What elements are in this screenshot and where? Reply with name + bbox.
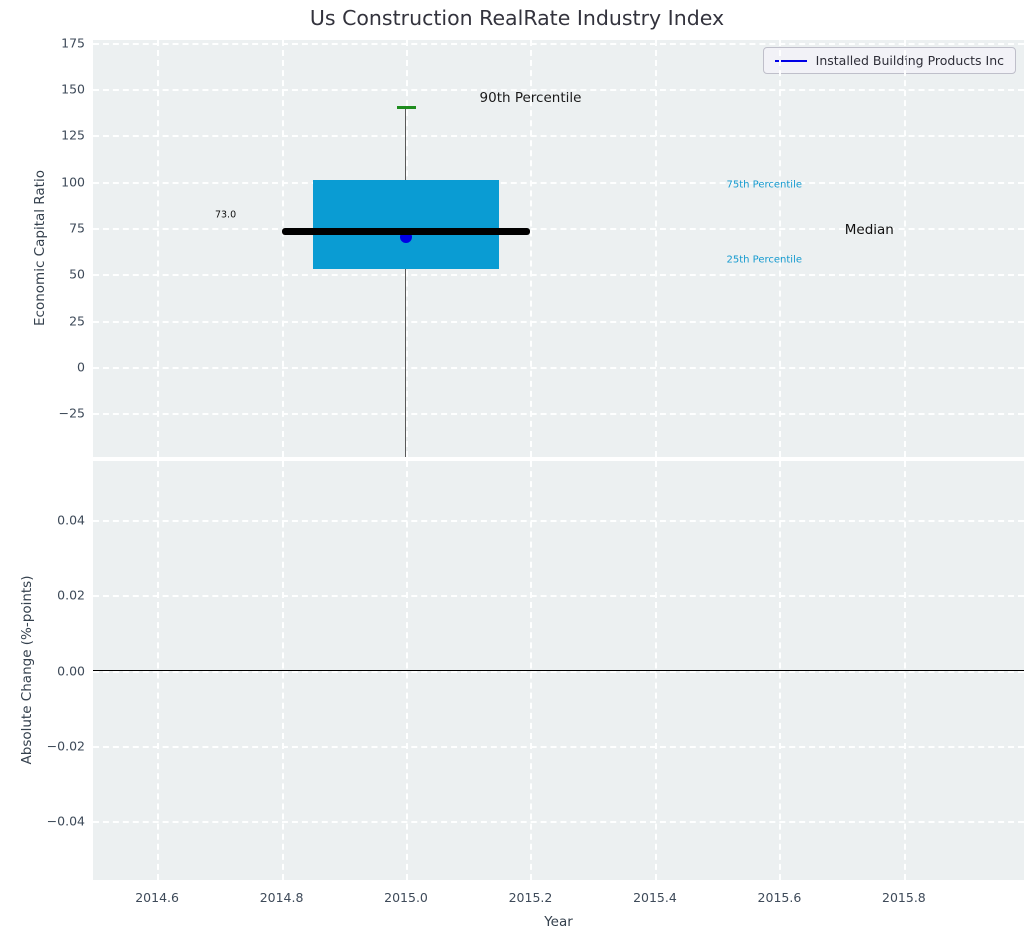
gridline [93, 42, 1024, 45]
y-tick-label: 50 [69, 266, 85, 282]
y-tick-label: 0.02 [57, 587, 85, 603]
y-tick-label: 125 [61, 127, 85, 143]
90th-percentile-cap [396, 106, 416, 110]
gridline [93, 89, 1024, 92]
chart-title: Us Construction RealRate Industry Index [309, 6, 725, 30]
y-tick-label: 175 [61, 35, 85, 51]
x-tick-label: 2015.4 [633, 890, 677, 905]
y-tick-label: 75 [69, 220, 85, 236]
y-tick-label: 0.04 [57, 512, 85, 527]
gridline [779, 40, 782, 457]
x-tick-label: 2015.2 [508, 890, 553, 905]
x-tick-label: 2014.8 [259, 890, 304, 905]
legend-label: Installed Building Products Inc [815, 53, 1004, 68]
y-tick-label: −25 [58, 405, 85, 421]
annotation-73-0: 73.0 [214, 209, 237, 221]
y-tick-label: −0.04 [46, 813, 85, 829]
gridline [281, 40, 284, 457]
x-tick-label: 2015.0 [384, 890, 428, 905]
y-tick-label: 150 [61, 81, 85, 97]
gridline [157, 40, 160, 457]
gridline [93, 367, 1024, 370]
gridline [93, 228, 1024, 231]
gridline [93, 745, 1024, 748]
annotation-median: Median [844, 221, 894, 238]
y-axis-label-top: Economic Capital Ratio [32, 170, 48, 326]
x-tick-label: 2014.6 [135, 890, 179, 905]
gridline [93, 595, 1024, 597]
annotation-25th-percentile: 25th Percentile [726, 254, 803, 266]
gridline [93, 519, 1024, 522]
x-tick-label: 2015.8 [882, 890, 926, 905]
zero-reference-line [93, 669, 1024, 671]
legend: Installed Building Products Inc [762, 47, 1016, 74]
gridline [93, 320, 1024, 323]
annotation-90th-percentile: 90th Percentile [479, 90, 582, 107]
gridline [93, 821, 1024, 824]
gridline [93, 670, 1024, 673]
gridline [93, 413, 1024, 416]
x-tick-label: 2015.6 [757, 890, 802, 905]
y-tick-label: 0.00 [57, 663, 85, 678]
legend-line-icon [774, 59, 807, 62]
gridline [93, 274, 1024, 277]
whisker-line [405, 107, 407, 457]
bottom-axes-absolute-change [93, 461, 1024, 880]
y-tick-label: 25 [69, 313, 85, 329]
median-line [281, 228, 531, 236]
annotation-75th-percentile: 75th Percentile [726, 179, 803, 191]
gridline [903, 40, 906, 457]
gridline [93, 181, 1024, 184]
iqr-box [312, 179, 500, 269]
gridline [654, 40, 657, 457]
y-tick-label: 0 [77, 359, 85, 375]
gridline [93, 135, 1024, 138]
y-tick-label: −0.02 [46, 738, 85, 754]
top-axes-economic-capital-ratio: Installed Building Products Inc 90th Per… [93, 40, 1024, 457]
gridline [530, 40, 533, 457]
x-axis-label: Year [544, 914, 573, 930]
y-tick-label: 100 [61, 174, 85, 190]
